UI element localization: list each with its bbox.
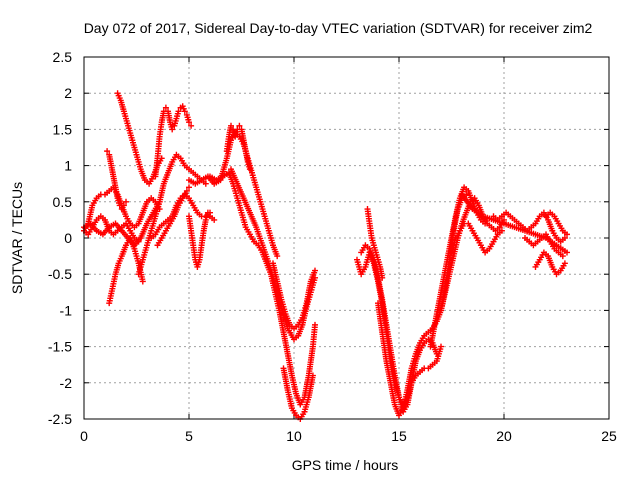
data-point [379,274,386,281]
series-arc-11 [186,209,218,270]
x-tick-label: 0 [80,428,88,444]
series-arc-8 [135,151,209,278]
data-point [498,227,505,234]
data-point [564,231,570,238]
data-point [228,122,234,129]
y-tick-label: 1.5 [53,121,73,137]
data-point [169,126,176,133]
x-tick-label: 5 [185,428,193,444]
series-arc-29 [543,209,570,238]
data-point [123,198,129,205]
data-point [186,119,192,126]
data-markers [81,90,570,422]
series-arc-20 [364,206,386,281]
series-arc-7 [152,103,195,180]
series-arc-4 [104,148,129,213]
series-arc-28 [522,231,566,260]
data-point [274,253,281,260]
series-arc-5 [106,235,146,307]
x-tick-label: 15 [391,428,407,444]
data-point [104,148,111,155]
y-tick-label: 0 [64,230,72,246]
series-arc-12 [186,130,281,260]
data-point [312,267,318,274]
x-tick-label: 10 [286,428,302,444]
y-tick-label: -1.5 [48,339,72,355]
data-point [559,253,566,260]
y-axis-label: SDTVAR / TECUs [9,182,25,294]
data-point [433,350,440,357]
y-tick-label: -2 [60,375,73,391]
series-arc-24 [448,220,505,256]
axis-ticks: 0 5 10 15 20 25 -2.5 -2 -1.5 -1 -0.5 0 0.5 1 1.5 2 2.5 [48,49,617,444]
data-point [188,122,195,129]
series-arc-13 [223,122,255,176]
data-point [183,187,190,194]
data-point [561,260,568,267]
y-tick-label: 2.5 [53,49,73,65]
y-tick-label: 1 [64,158,72,174]
data-point [181,108,188,115]
data-point [135,238,142,245]
data-point [312,321,318,328]
data-point [162,104,169,111]
data-point [186,184,192,191]
x-tick-label: 20 [496,428,512,444]
data-point [204,209,211,216]
series-arc-27 [532,249,568,278]
data-point [202,180,209,187]
data-point [236,122,243,129]
data-point [211,216,218,223]
x-tick-label: 25 [601,428,617,444]
data-point [564,249,570,256]
data-point [249,169,255,176]
data-point [139,278,146,285]
data-point [120,202,127,209]
series-arc-15 [228,166,318,343]
series-arc-17 [280,365,316,422]
y-tick-label: -2.5 [48,411,72,427]
data-point [118,206,125,213]
series-arc-16 [270,260,318,332]
chart-title: Day 072 of 2017, Sidereal Day-to-day VTE… [84,20,593,36]
data-point [438,343,444,350]
series-arc-10 [154,184,192,249]
plot-frame [83,56,610,420]
data-point [309,372,316,379]
x-axis-label: GPS time / hours [292,457,399,473]
y-tick-label: -0.5 [48,266,72,282]
data-point [246,166,253,173]
y-tick-label: 2 [64,85,72,101]
data-point [561,235,568,241]
grid-lines [84,57,609,419]
series-arc-26 [490,209,568,245]
y-tick-label: 0.5 [53,194,73,210]
data-point [175,108,182,115]
y-tick-label: -1 [60,302,73,318]
series-arc-2 [81,198,163,249]
